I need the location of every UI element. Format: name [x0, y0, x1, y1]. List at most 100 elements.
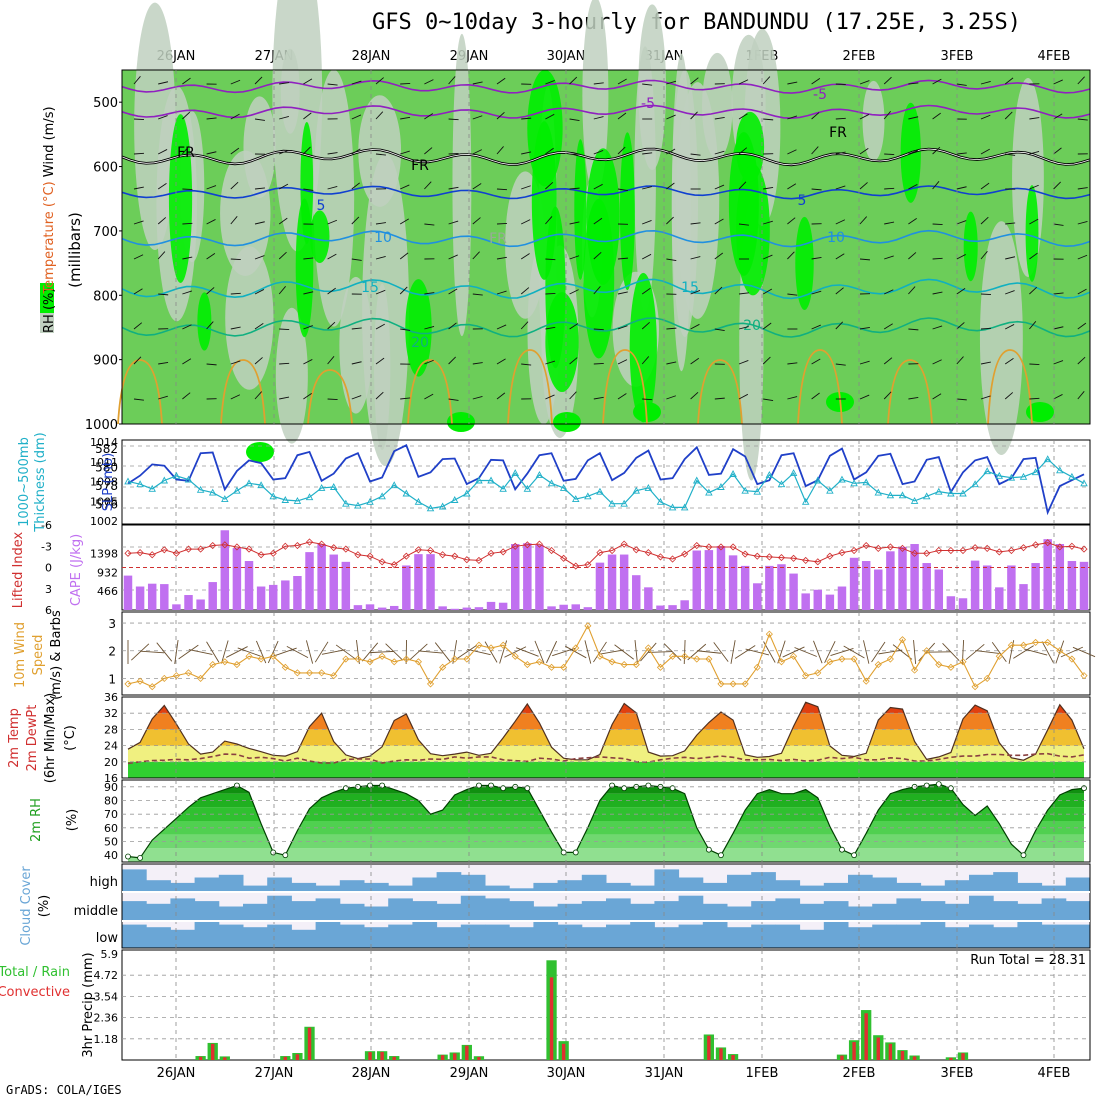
- thickness-point: [765, 470, 774, 478]
- wind-barb: [230, 216, 238, 225]
- wind-barb: [956, 83, 967, 86]
- thickness-point: [608, 499, 616, 507]
- cape-bar: [619, 554, 629, 610]
- wind-barb: [399, 252, 409, 260]
- cloud-bar: [533, 922, 559, 948]
- li-point: [305, 538, 314, 546]
- thickness-point: [160, 476, 169, 484]
- wind-barb: [521, 363, 532, 366]
- cloud-bar: [364, 927, 389, 948]
- date-label-top: 2FEB: [843, 49, 876, 64]
- cape-bar: [958, 598, 968, 610]
- li-point: [656, 553, 665, 561]
- wind-barb: [472, 395, 483, 400]
- wind-barb: [617, 146, 626, 155]
- rh-moist-region: [197, 292, 212, 351]
- wind-barb: [666, 361, 677, 365]
- thickness-point: [511, 469, 519, 477]
- wind-barb: [303, 291, 314, 295]
- wind-barb: [496, 290, 507, 295]
- thickness-point: [668, 503, 677, 511]
- li-point: [330, 544, 338, 552]
- slp-tick-label: 1008: [90, 476, 118, 489]
- cape-bar: [692, 550, 701, 610]
- cloud-axis-label-2: (%): [37, 895, 52, 918]
- wind-barb: [545, 394, 555, 400]
- thickness-point: [426, 504, 435, 512]
- wind-barb: [375, 222, 386, 225]
- wind10-barb: [777, 640, 786, 664]
- wind-barb: [617, 359, 628, 365]
- cloud-bar: [194, 877, 220, 891]
- wind-barb: [908, 286, 916, 295]
- wind-barb: [496, 77, 506, 85]
- pressure-tick-label: 1000: [85, 418, 118, 433]
- cloud-frame: [121, 863, 1091, 949]
- thickness-point: [729, 470, 737, 477]
- wind10-barb: [863, 640, 870, 664]
- wind-barb: [182, 146, 190, 155]
- rh-dry-region: [134, 2, 176, 251]
- thickness-axis-label-2: Thickness (dm): [33, 432, 48, 532]
- precip-convective-bar: [561, 1043, 566, 1060]
- wind10-point: [790, 652, 798, 660]
- li-point: [1080, 545, 1088, 553]
- thickness-point: [862, 478, 870, 486]
- wind10-barbs: [127, 639, 1096, 665]
- wind10-point: [1032, 638, 1040, 646]
- wind-barb: [400, 150, 410, 155]
- cape-bar: [196, 599, 205, 610]
- wind10-tick-label: 3: [108, 617, 116, 631]
- li-point: [898, 544, 907, 552]
- cloud-bar: [606, 882, 631, 891]
- wind10-point: [366, 658, 374, 666]
- cloud-bar: [412, 877, 438, 891]
- li-axis-label: Lifted Index: [11, 531, 26, 608]
- thickness-point: [983, 467, 991, 475]
- wind-barb: [859, 394, 870, 400]
- wind-barb: [593, 217, 603, 225]
- wind-barb: [303, 359, 313, 365]
- precip-axis-label-part: 3hr Precip (mm): [81, 952, 96, 1057]
- pressure-tick-label: 800: [93, 289, 118, 304]
- temp-band: [128, 713, 1084, 730]
- rh-moist-region: [527, 69, 563, 187]
- wind10-point: [523, 661, 531, 669]
- cape-contour: [887, 359, 933, 425]
- wind-barb: [666, 258, 677, 262]
- precip-convective-bar: [198, 1056, 203, 1060]
- thickness-point: [402, 489, 411, 497]
- wind-barb: [351, 258, 362, 261]
- thickness-point: [584, 492, 592, 500]
- li-point: [269, 549, 277, 557]
- wind-barb: [133, 356, 142, 365]
- wind-barb: [1077, 356, 1086, 365]
- cloud-bar: [872, 903, 897, 920]
- wind10-point: [342, 655, 350, 663]
- cape-bar: [377, 607, 387, 610]
- thickness-point: [644, 483, 653, 491]
- isotherm-15: [121, 278, 1091, 300]
- wind10-barb: [256, 640, 267, 664]
- thickness-point: [620, 499, 628, 507]
- wind-barb: [351, 114, 362, 120]
- wind10-barb: [813, 640, 823, 664]
- date-label-bottom: 30JAN: [547, 1066, 586, 1081]
- cape-contour: [407, 359, 453, 425]
- cloud-bar: [630, 922, 655, 948]
- rh-moist-region: [795, 216, 814, 310]
- wind10-point: [681, 652, 689, 660]
- li-point: [439, 551, 447, 559]
- li-point: [995, 548, 1003, 556]
- rh-moist-region: [629, 272, 657, 423]
- wind-barb: [835, 321, 844, 330]
- wind-barb: [569, 357, 578, 365]
- cloud-bar: [630, 903, 655, 920]
- wind-barbs: [133, 76, 1088, 402]
- cloud-bar: [122, 869, 147, 891]
- wind-barb: [738, 147, 748, 155]
- cape-bar: [765, 565, 774, 610]
- wind-barb: [714, 328, 725, 332]
- li-point: [560, 554, 568, 562]
- wind10-barb: [614, 644, 635, 660]
